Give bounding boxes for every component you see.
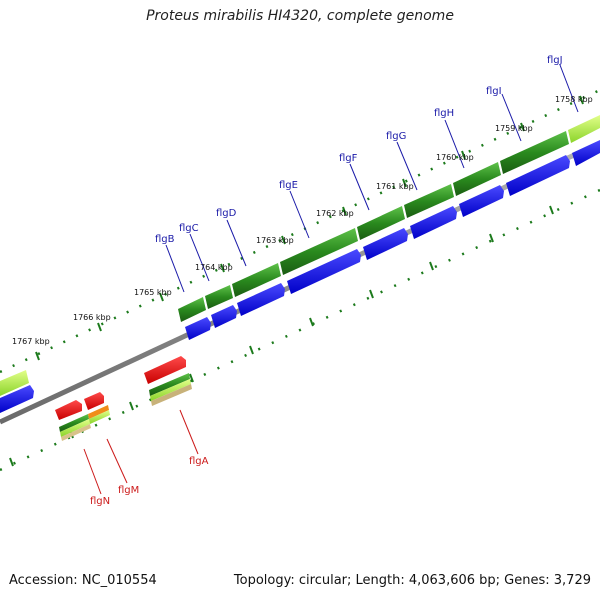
cds-arrow-flgG[interactable] [410, 206, 457, 239]
cds-arrow-flgE[interactable] [287, 249, 361, 294]
cds-arrow-flgN[interactable] [55, 400, 82, 420]
feature-bar-flgB[interactable] [178, 297, 206, 322]
feature-bar-flgM-b[interactable] [89, 410, 110, 424]
feature-bar-flgI[interactable] [500, 131, 569, 174]
kbp-tick-labels: 1767 kbp 1766 kbp 1765 kbp 1764 kbp 1763… [12, 95, 593, 346]
tick-label-1761: 1761 kbp [376, 182, 414, 191]
genome-summary: Topology: circular; Length: 4,063,606 bp… [233, 573, 591, 588]
gene-label-flgI[interactable]: flgI [486, 86, 502, 97]
cds-arrow-flgC[interactable] [211, 305, 237, 328]
accession-label: Accession: NC_010554 [9, 573, 157, 588]
outer-tick-ring [0, 88, 600, 374]
feature-bar-flgG[interactable] [404, 184, 454, 218]
feature-bar-flgF[interactable] [357, 206, 405, 240]
tick-label-1765: 1765 kbp [134, 288, 172, 297]
feature-bar-flgN-c[interactable] [61, 424, 91, 441]
gene-label-flgA[interactable]: flgA [189, 456, 209, 467]
feature-bar-flgA-c[interactable] [151, 384, 192, 406]
tick-label-1760: 1760 kbp [436, 153, 474, 162]
tick-label-1767: 1767 kbp [12, 337, 50, 346]
cds-arrow-flgF[interactable] [363, 228, 408, 260]
gene-label-flgF[interactable]: flgF [339, 153, 358, 164]
tick-label-1764: 1764 kbp [195, 263, 233, 272]
reverse-gene-labels: flgN flgM flgA [90, 456, 209, 507]
forward-gene-labels: flgB flgC flgD flgE flgF flgG flgH flgI … [155, 55, 563, 245]
feature-bar-flgE[interactable] [280, 228, 358, 275]
gene-label-flgB[interactable]: flgB [155, 234, 175, 245]
tick-label-1763: 1763 kbp [256, 236, 294, 245]
feature-bar-flgN-b[interactable] [60, 419, 90, 437]
map-title: Proteus mirabilis HI4320, complete genom… [146, 8, 454, 24]
cds-arrow-flgJ[interactable] [572, 140, 600, 166]
gene-label-flgM[interactable]: flgM [118, 485, 139, 496]
forward-cds-track [0, 140, 600, 413]
forward-feature-track [0, 115, 600, 396]
cds-arrow-flgB[interactable] [185, 317, 211, 340]
cds-arrow-flgI[interactable] [506, 155, 570, 196]
tick-label-1758: 1758 kbp [555, 95, 593, 104]
tick-label-1766: 1766 kbp [73, 313, 111, 322]
feature-bar-flgD[interactable] [232, 263, 281, 297]
gene-label-flgC[interactable]: flgC [179, 223, 199, 234]
feature-bar-flgA-b[interactable] [150, 379, 191, 401]
gene-label-flgJ[interactable]: flgJ [547, 55, 563, 66]
feature-bar-flgM[interactable] [88, 405, 109, 419]
cds-arrow-flgM[interactable] [84, 392, 104, 410]
gene-label-flgE[interactable]: flgE [279, 180, 298, 191]
tick-label-1762: 1762 kbp [316, 209, 354, 218]
gene-label-flgD[interactable]: flgD [216, 208, 237, 219]
feature-bar-flgC[interactable] [205, 285, 233, 309]
feature-bar-left[interactable] [0, 370, 29, 396]
cds-arrow-flgH[interactable] [459, 185, 504, 217]
tick-label-1759: 1759 kbp [495, 124, 533, 133]
reverse-leader-lines [83, 409, 199, 495]
gene-label-flgH[interactable]: flgH [434, 108, 454, 119]
reverse-cds-track [55, 356, 186, 420]
gene-label-flgG[interactable]: flgG [386, 131, 406, 142]
reverse-feature-track [59, 373, 192, 441]
feature-bar-flgJ[interactable] [568, 115, 600, 143]
cds-arrow-flgA[interactable] [144, 356, 186, 384]
cds-arrow-left[interactable] [0, 385, 34, 413]
gene-label-flgN[interactable]: flgN [90, 496, 110, 507]
feature-bar-flgA[interactable] [149, 373, 190, 396]
feature-bar-flgH[interactable] [453, 162, 501, 196]
cds-arrow-flgD[interactable] [237, 283, 285, 316]
forward-leader-lines [165, 64, 579, 293]
feature-bar-flgN[interactable] [59, 414, 89, 432]
